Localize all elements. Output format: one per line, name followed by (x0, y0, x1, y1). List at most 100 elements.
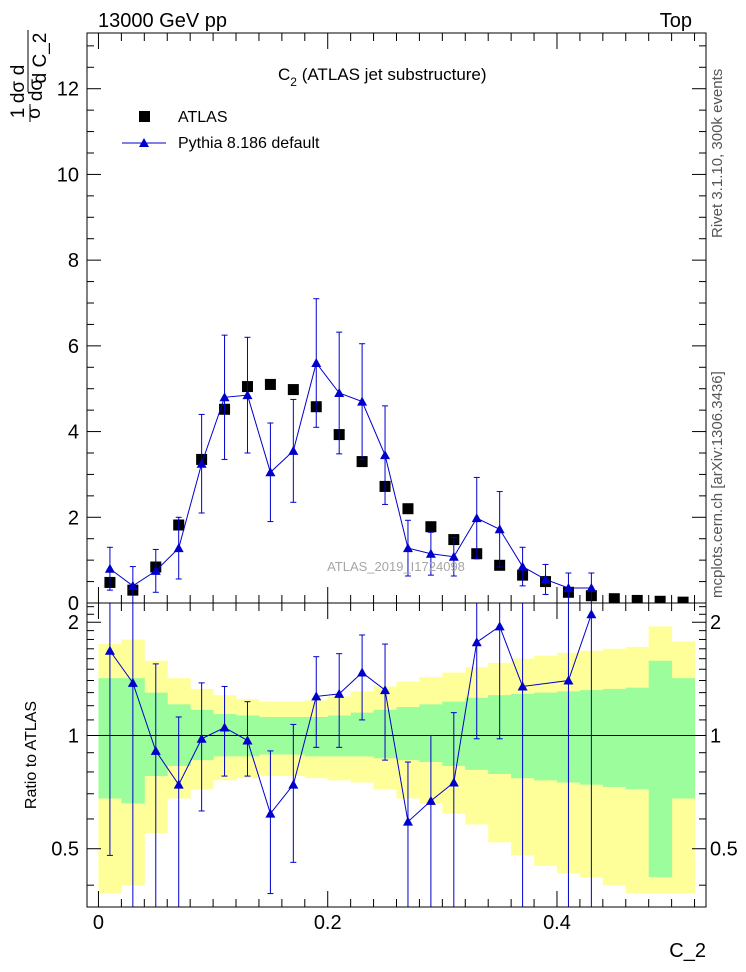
ratio-point (265, 808, 276, 818)
ratio-point (288, 779, 299, 789)
pythia-point (173, 543, 184, 553)
svg-text:dσ: dσ (26, 79, 47, 102)
y-axis-label: dσ d 1 σ d C_2 dσ (8, 30, 51, 122)
watermark: ATLAS_2019_I1724098 (327, 559, 465, 574)
atlas-point (677, 596, 689, 603)
ratio-y-tick-label: 0.5 (51, 839, 79, 861)
ratio-point (586, 609, 597, 619)
ratio-data-layer (104, 603, 597, 907)
pythia-point (586, 583, 597, 592)
ratio-point (517, 681, 528, 691)
ratio-point (471, 637, 482, 647)
legend-pythia-label: Pythia 8.186 default (178, 135, 320, 152)
pythia-point (540, 574, 551, 584)
stat-uncertainty-band (350, 712, 375, 757)
y-label-frac2-num: dσ (8, 81, 29, 104)
ratio-point (127, 677, 138, 687)
ratio-point (334, 688, 345, 698)
pythia-point (380, 450, 391, 460)
stat-uncertainty-band (671, 678, 696, 799)
ratio-point (380, 685, 391, 695)
x-axis-label: C_2 (669, 940, 706, 962)
main-panel: ATLAS_2019_I1724098 0 2 4 6 8 10 12 C2 (ATLAS … (8, 30, 707, 615)
source-label: mcplots.cern.ch [arXiv:1306.3436] (709, 371, 726, 598)
main-axes: 0 2 4 6 8 10 12 (57, 33, 706, 615)
pythia-point (196, 458, 207, 468)
pythia-point (104, 563, 115, 573)
pythia-point (448, 551, 459, 561)
atlas-point (608, 593, 620, 603)
pythia-point (334, 388, 345, 397)
pythia-line (109, 361, 592, 589)
atlas-point (631, 594, 643, 603)
rivet-label: Rivet 3.1.10, 300k events (709, 69, 726, 238)
ratio-point (219, 722, 230, 732)
y-label-d: d (8, 65, 29, 76)
stat-uncertainty-band (625, 687, 650, 790)
ratio-bands (87, 626, 706, 894)
ratio-panel: 0.5 0.5 1 1 2 2 0 0.2 0.4 Ratio to ATLAS C_2 (23, 602, 738, 962)
pythia-point (219, 392, 230, 402)
pythia-point (402, 543, 413, 553)
ratio-point (402, 816, 413, 826)
pythia-point (265, 467, 276, 477)
ratio-point (196, 733, 207, 743)
y-tick-label: 6 (68, 336, 79, 358)
y-tick-label: 12 (57, 79, 79, 101)
legend-pythia-marker (139, 138, 149, 147)
x-tick-label: 0 (93, 912, 104, 934)
atlas-point (287, 384, 299, 396)
ratio-point (563, 675, 574, 685)
stat-uncertainty-band (534, 692, 558, 781)
pythia-point (494, 524, 505, 534)
y-label-frac1-den: σ (24, 107, 45, 119)
process-label: Top (660, 10, 692, 32)
ratio-point (311, 691, 322, 701)
pythia-point (471, 513, 482, 523)
atlas-point (356, 456, 368, 468)
ratio-point (173, 779, 184, 789)
atlas-point (264, 378, 276, 390)
ratio-point (425, 795, 436, 805)
ratio-y-tick-label: 1 (68, 725, 79, 747)
atlas-point (402, 503, 414, 515)
pythia-point (517, 561, 528, 571)
y-tick-label: 8 (68, 250, 79, 272)
stat-uncertainty-band (396, 707, 420, 761)
legend: ATLAS Pythia 8.186 default (122, 109, 320, 152)
pythia-point (288, 445, 299, 455)
y-label-frac1-num: 1 (8, 108, 29, 119)
ratio-y-label: Ratio to ATLAS (23, 701, 40, 809)
energy-label: 13000 GeV pp (98, 10, 227, 32)
atlas-point (654, 595, 666, 603)
atlas-point (425, 521, 437, 533)
y-tick-label: 4 (68, 422, 79, 444)
pythia-point (311, 358, 322, 367)
stat-uncertainty-band (648, 660, 673, 878)
legend-atlas-marker (139, 111, 150, 122)
y-label-frac2-den: d C_2 (30, 33, 51, 84)
x-tick-label: 0.4 (543, 912, 571, 934)
y-tick-label: 10 (57, 164, 79, 186)
y-tick-label: 0 (68, 593, 79, 615)
pythia-point (242, 390, 253, 400)
main-data-layer (104, 298, 689, 603)
ratio-y-tick-label-right: 2 (710, 612, 721, 634)
ratio-point (448, 777, 459, 787)
y-tick-label: 2 (68, 507, 79, 529)
x-tick-label: 0.2 (314, 912, 342, 934)
ratio-point (357, 667, 368, 677)
pythia-point (357, 396, 368, 406)
ratio-point (242, 735, 253, 745)
stat-uncertainty-band (419, 704, 443, 763)
ratio-point (494, 621, 505, 631)
legend-atlas-label: ATLAS (178, 109, 228, 126)
pythia-point (425, 548, 436, 558)
ratio-y-tick-label: 2 (68, 612, 79, 634)
ratio-point (150, 745, 161, 755)
plot-title: C2 (ATLAS jet substructure) (278, 65, 487, 89)
pythia-point (127, 580, 138, 590)
stat-uncertainty-band (602, 688, 627, 787)
ratio-axes: 0.5 0.5 1 1 2 2 0 0.2 0.4 (51, 603, 738, 934)
